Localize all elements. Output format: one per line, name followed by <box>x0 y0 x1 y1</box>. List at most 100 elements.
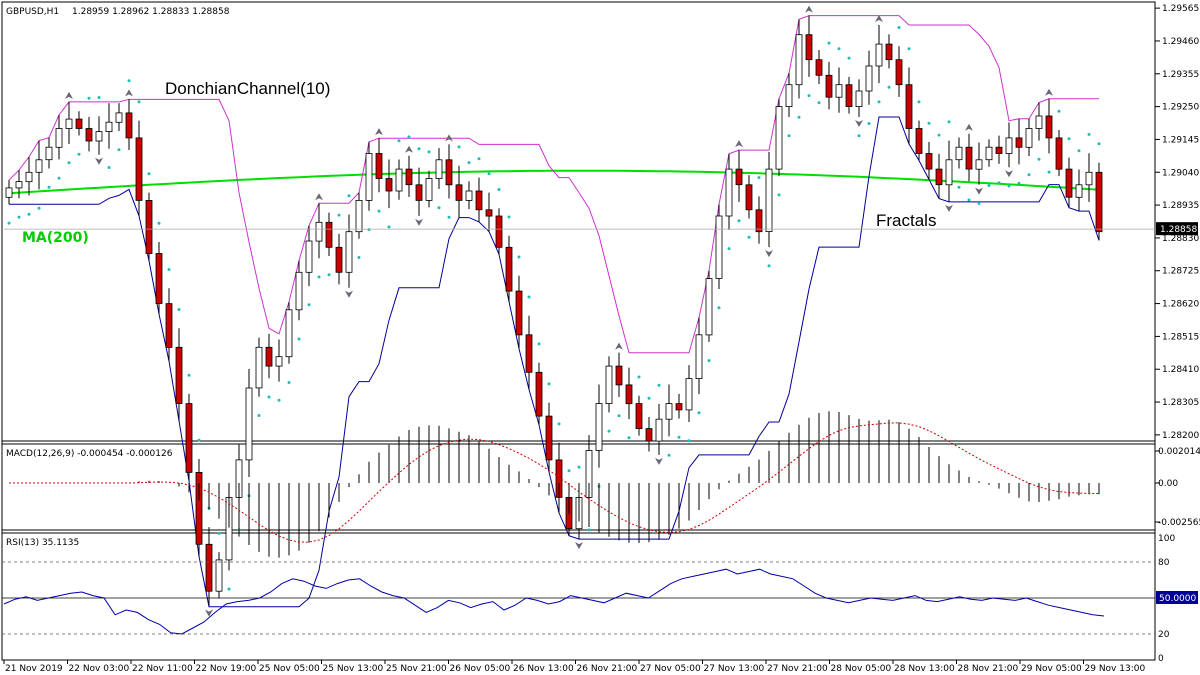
price-tick-label: 1.29250 <box>1162 103 1199 113</box>
sar-dot <box>267 395 271 399</box>
sar-dot <box>197 438 201 442</box>
chart-frame <box>1 1 1156 661</box>
candle-body <box>905 84 913 129</box>
sar-dot <box>437 206 441 210</box>
fractal-down <box>655 457 663 465</box>
sar-dot <box>717 306 721 310</box>
price-tick-label: 1.29355 <box>1162 70 1199 80</box>
candle-body <box>895 59 903 86</box>
candle-body <box>185 403 193 473</box>
sar-dot <box>697 411 701 415</box>
candle-body <box>855 90 863 108</box>
rsi-tick-label: 80 <box>1158 558 1170 568</box>
macd-signal-line <box>9 422 1100 543</box>
fractal-up <box>965 123 973 131</box>
sar-dot <box>477 157 481 161</box>
candle-body <box>805 34 813 61</box>
fractal-down <box>345 290 353 298</box>
candle-body <box>595 403 603 451</box>
time-tick-label: 27 Nov 13:00 <box>704 664 765 674</box>
sar-dot <box>257 414 261 417</box>
price-tick-label: 1.28935 <box>1162 201 1199 211</box>
sar-dot <box>137 100 141 104</box>
sar-dot <box>997 181 1001 185</box>
time-tick-label: 26 Nov 21:00 <box>577 664 638 674</box>
fractal-up <box>405 145 413 153</box>
sar-dot <box>1017 181 1021 185</box>
symbol-label: GBPUSD,H1 <box>6 7 59 17</box>
candle-body <box>155 253 163 304</box>
candle-body <box>825 74 833 98</box>
candle-body <box>605 365 613 405</box>
sar-dot <box>677 435 681 439</box>
candle-body <box>725 168 733 217</box>
sar-dot <box>617 414 621 418</box>
sar-dot <box>607 429 611 433</box>
sar-dot <box>1037 157 1041 161</box>
sar-dot <box>547 382 551 386</box>
sar-dot <box>147 172 151 176</box>
donchian-upper-line <box>8 15 1099 354</box>
time-tick-label: 28 Nov 13:00 <box>894 664 955 674</box>
sar-dot <box>347 194 351 198</box>
sar-dot <box>937 133 941 137</box>
rsi-label: RSI(13) 35.1135 <box>6 538 79 548</box>
time-tick-label: 22 Nov 03:00 <box>69 664 130 674</box>
candle-body <box>1045 115 1053 139</box>
fractal-up <box>615 342 623 350</box>
time-tick-label: 29 Nov 05:00 <box>1021 664 1082 674</box>
fractal-up <box>445 134 453 142</box>
candle-body <box>1085 171 1093 186</box>
rsi-tick-label: 20 <box>1158 630 1170 640</box>
sar-dot <box>537 342 541 346</box>
time-tick-label: 26 Nov 13:00 <box>513 664 574 674</box>
candle-body <box>675 403 683 411</box>
candle-body <box>45 146 53 161</box>
sar-dot <box>897 26 901 29</box>
candle-body <box>715 215 723 279</box>
sar-dot <box>297 337 301 341</box>
candle-body <box>25 171 33 183</box>
price-tick-label: 1.29145 <box>1162 135 1199 145</box>
sar-dot <box>657 383 661 387</box>
sar-dot <box>7 221 11 225</box>
candle-body <box>925 153 933 170</box>
candle-body <box>645 428 653 442</box>
candle-body <box>1065 168 1073 198</box>
candle-body <box>345 231 353 273</box>
candle-body <box>885 43 893 61</box>
sar-dot <box>427 150 431 154</box>
sar-dot <box>917 100 921 104</box>
sar-dot <box>127 79 131 83</box>
fractal-down <box>765 250 773 258</box>
candle-body <box>405 168 413 186</box>
sar-dot <box>827 41 831 45</box>
candle-body <box>175 346 183 404</box>
sar-dot <box>27 212 31 216</box>
sar-dot <box>877 100 881 104</box>
time-tick-label: 25 Nov 05:00 <box>259 664 320 674</box>
candle-body <box>355 199 363 233</box>
sar-dot <box>157 221 161 225</box>
sar-dot <box>757 176 761 180</box>
candle-body <box>435 159 443 180</box>
sar-dot <box>87 96 91 100</box>
sar-dot <box>467 161 471 165</box>
sar-dot <box>637 375 641 379</box>
price-tick-label: 1.28305 <box>1162 398 1199 408</box>
sar-dot <box>587 528 591 532</box>
sar-dot <box>167 268 171 271</box>
sar-dot <box>227 587 231 591</box>
candle-body <box>915 128 923 154</box>
sar-dot <box>767 264 771 268</box>
price-tick-label: 1.28725 <box>1162 267 1199 277</box>
rsi-tick-label: 100 <box>1158 534 1175 544</box>
sar-dot <box>407 135 411 139</box>
fractal-up <box>315 193 323 201</box>
candle-body <box>335 246 343 273</box>
candle-body <box>995 146 1003 154</box>
fractal-down <box>575 542 583 550</box>
sar-dot <box>947 120 951 124</box>
sar-dot <box>787 134 791 138</box>
